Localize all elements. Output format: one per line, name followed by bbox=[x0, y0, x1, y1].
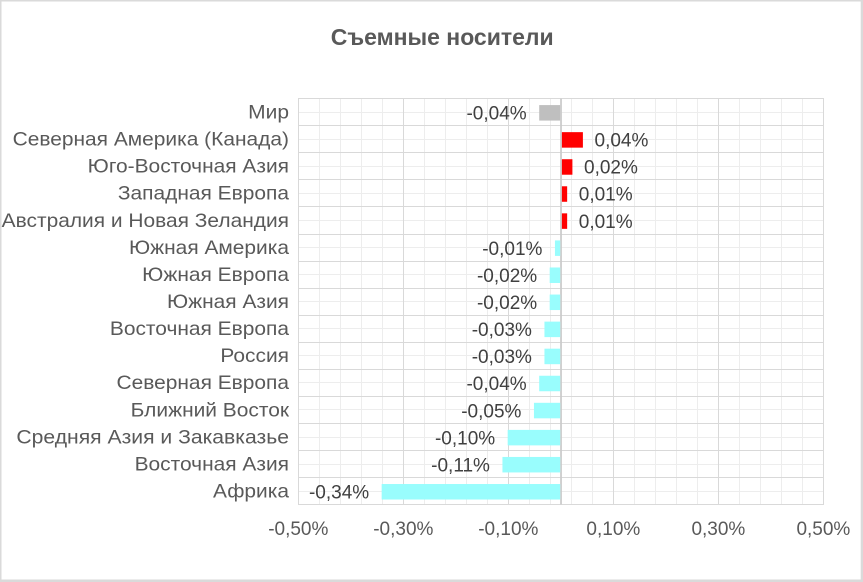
svg-text:0,04%: 0,04% bbox=[595, 131, 649, 152]
svg-text:Южная Европа: Южная Европа bbox=[142, 264, 289, 286]
svg-text:-0,30%: -0,30% bbox=[373, 519, 433, 540]
svg-text:Южная Азия: Южная Азия bbox=[167, 291, 289, 313]
svg-text:0,01%: 0,01% bbox=[579, 212, 633, 233]
svg-text:Ближний Восток: Ближний Восток bbox=[131, 399, 290, 421]
svg-text:-0,01%: -0,01% bbox=[482, 239, 542, 260]
svg-text:Съемные носители: Съемные носители bbox=[331, 24, 554, 50]
svg-text:Африка: Африка bbox=[213, 480, 289, 502]
svg-text:0,02%: 0,02% bbox=[584, 158, 638, 179]
svg-text:Южная Америка: Южная Америка bbox=[129, 237, 289, 259]
svg-text:0,10%: 0,10% bbox=[586, 519, 640, 540]
svg-text:Россия: Россия bbox=[220, 345, 289, 367]
svg-text:0,01%: 0,01% bbox=[579, 185, 633, 206]
svg-text:Западная Европа: Западная Европа bbox=[118, 183, 289, 205]
svg-text:Северная Америка (Канада): Северная Америка (Канада) bbox=[13, 129, 289, 151]
svg-text:-0,05%: -0,05% bbox=[461, 401, 521, 422]
svg-text:-0,04%: -0,04% bbox=[466, 104, 526, 125]
svg-text:0,30%: 0,30% bbox=[691, 519, 745, 540]
svg-text:-0,03%: -0,03% bbox=[472, 320, 532, 341]
svg-text:Восточная Азия: Восточная Азия bbox=[135, 453, 289, 475]
svg-text:-0,02%: -0,02% bbox=[477, 293, 537, 314]
svg-text:-0,50%: -0,50% bbox=[268, 519, 328, 540]
svg-text:0,50%: 0,50% bbox=[796, 519, 850, 540]
svg-text:-0,02%: -0,02% bbox=[477, 266, 537, 287]
svg-text:-0,11%: -0,11% bbox=[431, 455, 490, 476]
svg-text:-0,03%: -0,03% bbox=[472, 347, 532, 368]
svg-text:-0,10%: -0,10% bbox=[478, 519, 538, 540]
svg-text:Восточная Европа: Восточная Европа bbox=[110, 318, 289, 340]
svg-text:-0,10%: -0,10% bbox=[435, 428, 495, 449]
svg-text:-0,04%: -0,04% bbox=[466, 374, 526, 395]
svg-text:Мир: Мир bbox=[248, 102, 289, 124]
svg-text:Средняя Азия и Закавказье: Средняя Азия и Закавказье bbox=[16, 426, 289, 448]
svg-text:Северная Европа: Северная Европа bbox=[117, 372, 290, 394]
svg-text:Австралия и Новая Зеландия: Австралия и Новая Зеландия bbox=[2, 210, 289, 232]
svg-text:-0,34%: -0,34% bbox=[309, 482, 369, 503]
svg-text:Юго-Восточная Азия: Юго-Восточная Азия bbox=[88, 156, 289, 178]
